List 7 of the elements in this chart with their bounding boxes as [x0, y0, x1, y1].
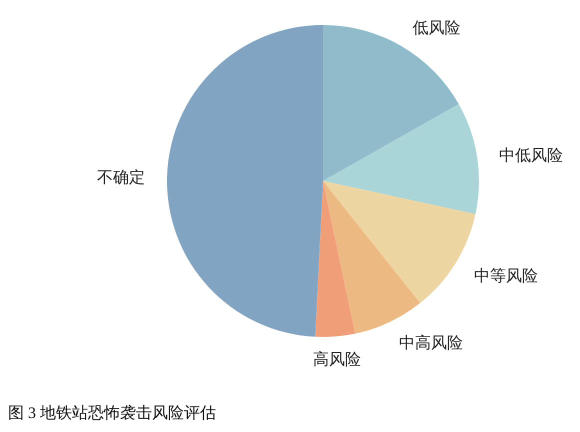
slice-label: 中等风险 — [474, 266, 538, 285]
slice-label: 不确定 — [97, 168, 146, 187]
slice-label: 中低风险 — [498, 146, 563, 164]
text: 图 3 地铁站恐怖袭击风险评估 — [8, 404, 216, 422]
slice-label: 高风险 — [312, 350, 361, 368]
slice-label: 低风险 — [412, 20, 461, 38]
slice-label: 中高风险 — [398, 334, 463, 352]
